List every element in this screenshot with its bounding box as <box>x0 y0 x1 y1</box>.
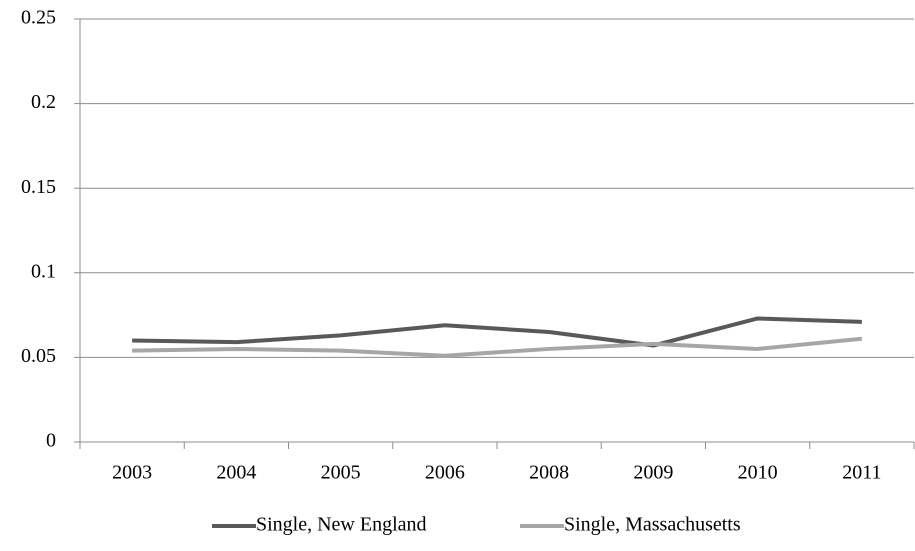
x-tick-label: 2003 <box>112 462 152 484</box>
y-tick-label: 0 <box>46 430 56 452</box>
x-tick-label: 2011 <box>842 462 881 484</box>
y-tick-label: 0.05 <box>21 345 56 367</box>
series-line <box>132 336 863 358</box>
series-line <box>132 316 862 348</box>
y-tick-label: 0.1 <box>31 260 56 282</box>
x-tick-label: 2009 <box>633 462 673 484</box>
y-tick-label: 0.15 <box>21 176 56 198</box>
x-tick-label: 2008 <box>529 462 569 484</box>
x-tick-label: 2005 <box>321 462 361 484</box>
x-tick-label: 2010 <box>738 462 778 484</box>
legend-label: Single, New England <box>256 514 427 536</box>
y-tick-label: 0.2 <box>31 91 56 113</box>
y-tick-label: 0.25 <box>21 7 56 29</box>
x-tick-label: 2004 <box>216 462 256 484</box>
legend-label: Single, Massachusetts <box>564 514 741 536</box>
x-tick-label: 2006 <box>425 462 465 484</box>
